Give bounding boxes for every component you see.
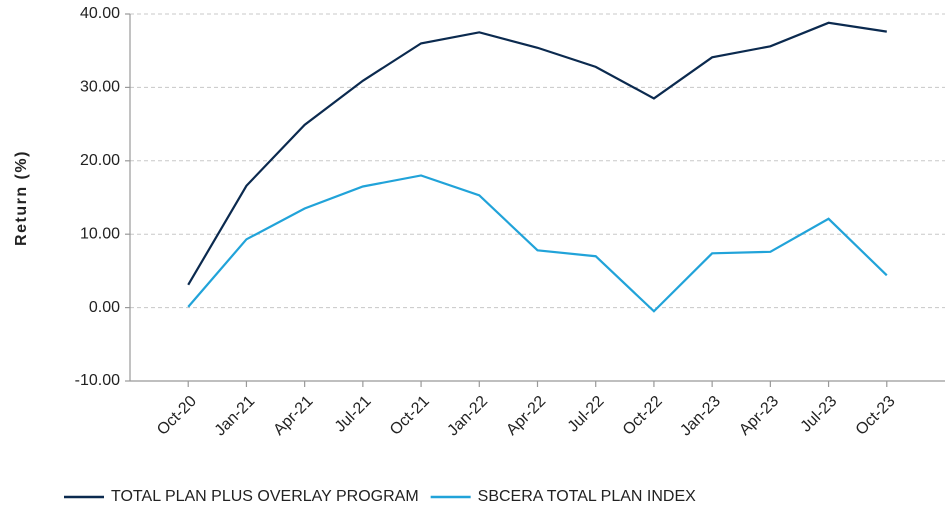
x-tick-label: Oct-20 (154, 393, 200, 439)
x-tick-label: Apr-22 (503, 393, 549, 439)
y-tick-label: 0.00 (89, 299, 120, 316)
x-tick-label: Jan-21 (212, 393, 259, 440)
series-line (187, 21, 887, 286)
x-tick-label: Jan-23 (677, 393, 724, 440)
legend-label: TOTAL PLAN PLUS OVERLAY PROGRAM (111, 488, 419, 505)
x-tick-label: Oct-23 (853, 393, 899, 439)
x-tick-label: Jul-21 (332, 393, 375, 436)
y-tick-label: 40.00 (80, 5, 120, 22)
y-axis-label: Return (%) (13, 150, 30, 246)
series-line (187, 174, 888, 313)
x-tick-label: Oct-21 (387, 393, 433, 439)
x-tick-label: Jan-22 (444, 393, 491, 440)
x-tick-label: Oct-22 (620, 393, 666, 439)
y-tick-label: -10.00 (75, 372, 120, 389)
y-tick-label: 30.00 (80, 79, 120, 96)
legend-label: SBCERA TOTAL PLAN INDEX (478, 488, 696, 505)
x-tick-label: Apr-23 (736, 393, 782, 439)
y-tick-label: 10.00 (80, 225, 120, 242)
y-tick-label: 20.00 (80, 152, 120, 169)
x-tick-label: Apr-21 (270, 393, 316, 439)
x-tick-label: Jul-22 (565, 393, 608, 436)
x-tick-label: Jul-23 (798, 393, 841, 436)
